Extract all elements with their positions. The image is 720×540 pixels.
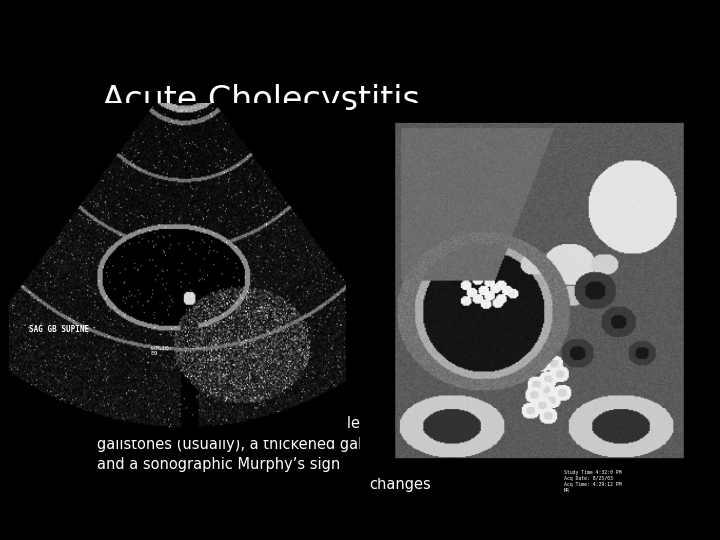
Text: The corresponding CT shows
gallstones, a thick gallbladder wall
and pericholecys: The corresponding CT shows gallstones, a… (369, 416, 624, 492)
Text: SAG GB SUPINE: SAG GB SUPINE (29, 325, 89, 334)
Text: Sonographic findings of acute cholecystitis include
gallstones (usually), a thic: Sonographic findings of acute cholecysti… (96, 416, 469, 472)
Text: LOGIQ
E9: LOGIQ E9 (150, 346, 169, 356)
Text: Acute Cholecystitis: Acute Cholecystitis (102, 84, 420, 117)
Text: Study Time 4:32:0 PM
Acq Date: 8/25/03
Acq Time: 4:29:12 PM
MR: Study Time 4:32:0 PM Acq Date: 8/25/03 A… (564, 470, 621, 493)
